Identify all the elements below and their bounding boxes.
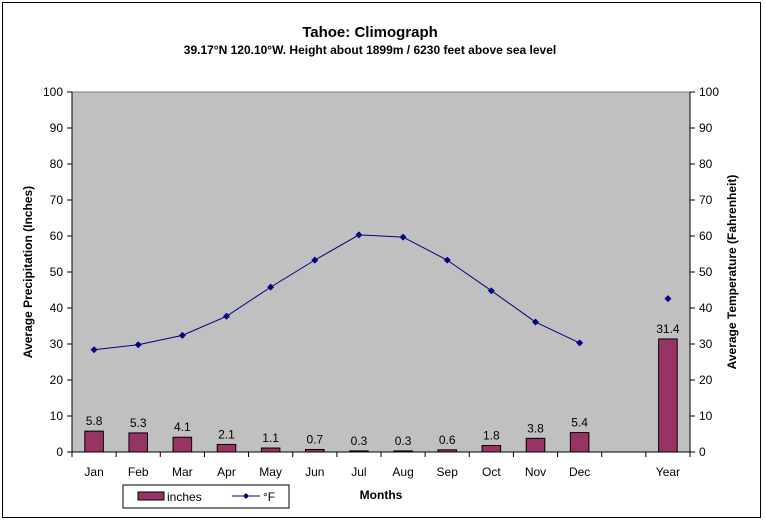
x-tick-label: Nov [525, 465, 546, 479]
temperature-line [90, 231, 672, 354]
temperature-point [664, 295, 672, 303]
temperature-point [399, 233, 407, 241]
right-tick-label: 40 [699, 301, 713, 315]
right-tick-label: 80 [699, 157, 713, 171]
left-tick-label: 90 [50, 121, 64, 135]
x-tick-label: Jun [305, 465, 324, 479]
bar-value-label: 0.6 [439, 433, 456, 447]
temperature-point [443, 256, 451, 264]
left-tick-label: 50 [50, 265, 64, 279]
bar-value-label: 0.7 [306, 432, 323, 446]
left-tick-label: 10 [50, 409, 64, 423]
bar-value-label: 4.1 [174, 420, 191, 434]
precip-bar [260, 447, 281, 453]
legend-box [122, 484, 290, 509]
x-tick-label: Dec [569, 465, 590, 479]
temperature-point [311, 256, 319, 264]
legend-label-line: °F [263, 490, 275, 504]
precip-bar [349, 450, 369, 453]
x-tick-label: Jan [84, 465, 103, 479]
right-tick-label: 70 [699, 193, 713, 207]
x-tick-label: Aug [392, 465, 413, 479]
bar-value-label: 1.1 [262, 431, 279, 445]
precip-bar [658, 338, 678, 453]
precip-bar [569, 432, 590, 453]
right-tick-label: 10 [699, 409, 713, 423]
x-tick-label: Year [656, 465, 680, 479]
left-tick-label: 70 [50, 193, 64, 207]
right-tick-label: 20 [699, 373, 713, 387]
temperature-point [267, 283, 275, 291]
precip-bar [393, 450, 413, 453]
precip-bar [172, 436, 193, 453]
left-tick-label: 100 [43, 85, 63, 99]
temperature-point [223, 312, 230, 320]
precip-bar [128, 432, 148, 453]
legend-label-bars: inches [167, 490, 202, 504]
bar-value-labels: 5.8 5.3 4.1 2.1 1.1 0.7 0.3 0.3 0.6 1.8 3.8 5.4 31.4 [86, 322, 680, 448]
left-tick-label: 40 [50, 301, 64, 315]
right-axis: 0 10 20 30 40 50 60 70 80 90 100 [689, 85, 719, 459]
legend-line-marker [243, 493, 249, 499]
x-tick-label: Jul [351, 465, 366, 479]
x-tick-label: Sep [437, 465, 459, 479]
temperature-point [355, 231, 363, 239]
bar-value-label: 5.3 [130, 416, 147, 430]
left-tick-label: 30 [50, 337, 64, 351]
x-tick-label: Feb [128, 465, 149, 479]
left-axis: 0 10 20 30 40 50 60 70 80 90 100 [43, 85, 73, 459]
right-tick-label: 0 [699, 445, 706, 459]
bar-value-label: 3.8 [527, 421, 544, 435]
right-tick-label: 100 [699, 85, 719, 99]
right-tick-label: 30 [699, 337, 713, 351]
bar-value-label: 0.3 [351, 434, 368, 448]
left-tick-label: 60 [50, 229, 64, 243]
precip-bar [437, 449, 457, 453]
plot-area [71, 91, 691, 453]
precip-bar [525, 437, 546, 453]
bar-value-label: 5.8 [86, 414, 103, 428]
precip-bar [305, 448, 325, 453]
left-tick-label: 80 [50, 157, 64, 171]
y-axis-label: Average Precipitation (Inches) [21, 186, 35, 358]
temperature-point [90, 346, 98, 354]
x-axis: Jan Feb Mar Apr May Jun Jul Aug Sep Oct Nov Dec Year [71, 451, 691, 479]
bar-value-label: 5.4 [571, 416, 588, 430]
x-tick-label: Oct [482, 465, 501, 479]
legend: inches °F [122, 484, 290, 509]
chart-title: Tahoe: Climograph [302, 24, 438, 41]
chart-subtitle: 39.17°N 120.10°W. Height about 1899m / 6… [184, 43, 556, 57]
precip-bar [84, 430, 104, 453]
temperature-point [576, 339, 584, 347]
x-tick-label: May [259, 465, 282, 479]
right-tick-label: 50 [699, 265, 713, 279]
temperature-point [134, 341, 142, 349]
x-tick-label: Apr [217, 465, 236, 479]
bar-value-label: 0.3 [395, 434, 412, 448]
precipitation-bars [84, 338, 678, 453]
precip-bar [481, 445, 502, 453]
x-axis-label: Months [360, 488, 403, 502]
right-tick-label: 60 [699, 229, 713, 243]
y2-axis-label: Average Temperature (Fahrenheit) [725, 175, 739, 370]
left-tick-label: 0 [56, 445, 63, 459]
x-tick-label: Mar [172, 465, 193, 479]
bar-value-label: 1.8 [483, 429, 500, 443]
precip-bar [216, 443, 237, 453]
right-tick-label: 90 [699, 121, 713, 135]
temperature-point [532, 318, 539, 326]
temperature-point [487, 287, 495, 295]
bar-value-label: 2.1 [218, 427, 235, 441]
temperature-series-line [94, 234, 580, 351]
legend-swatch-bars [137, 491, 165, 501]
temperature-point [178, 331, 186, 339]
bar-value-label: 31.4 [656, 322, 680, 336]
left-tick-label: 20 [50, 373, 64, 387]
